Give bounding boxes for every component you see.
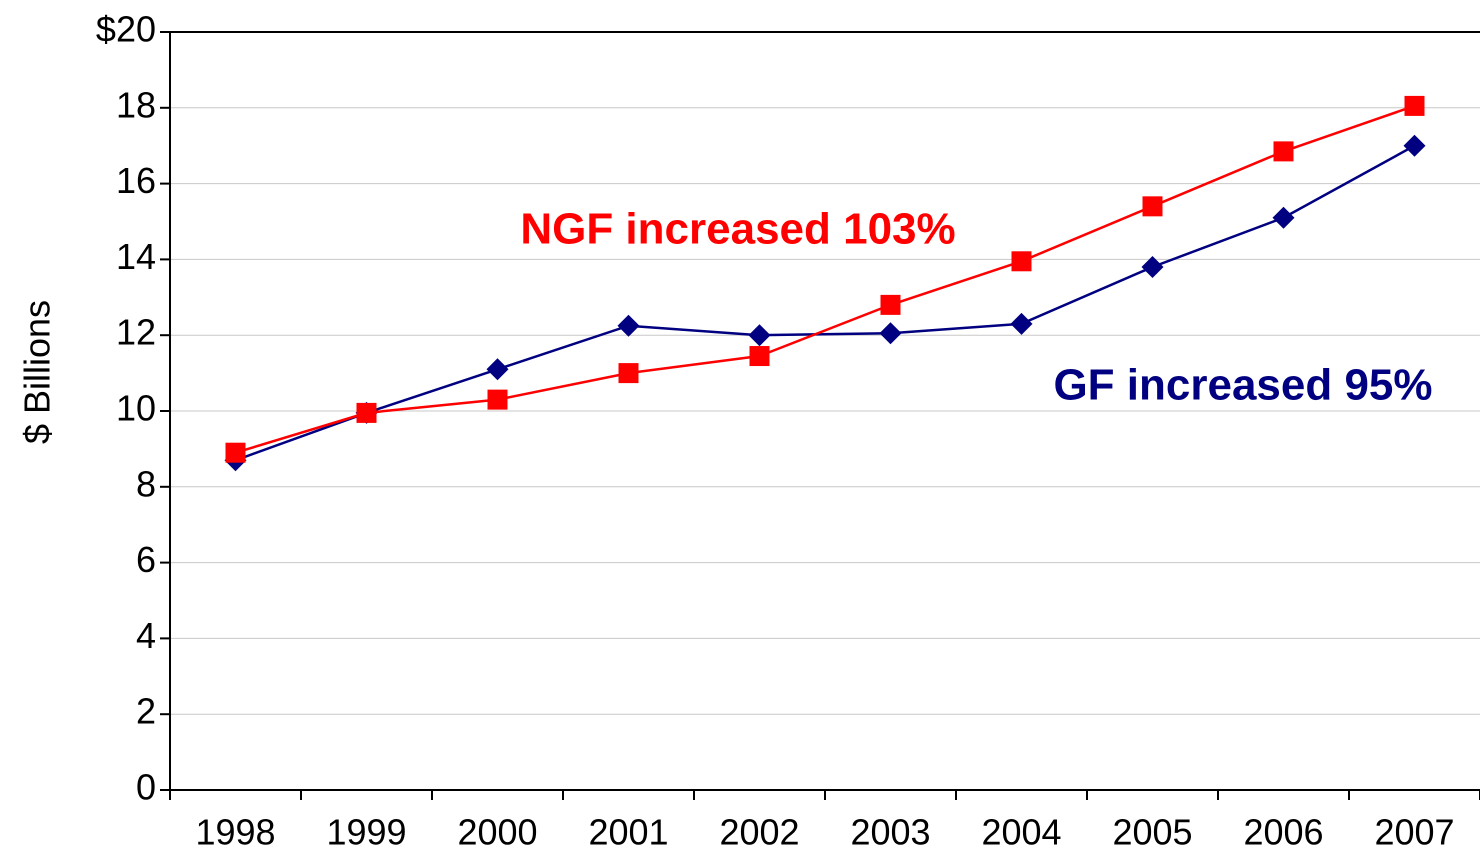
annotation: NGF increased 103% [520,205,955,254]
marker [1404,95,1425,116]
x-tick-label: 2001 [588,812,668,853]
x-tick-label: 2000 [457,812,537,853]
marker [1142,196,1163,217]
x-tick-label: 1998 [195,812,275,853]
x-tick-label: 1999 [326,812,406,853]
series-line [235,104,1415,454]
x-tick-label: 2005 [1112,812,1192,853]
marker [749,346,770,367]
y-tick-label: 4 [136,615,156,656]
x-tick-label: 2006 [1243,812,1323,853]
x-tick-label: 2007 [1374,812,1454,853]
marker [1010,312,1033,335]
marker [617,314,640,337]
x-tick-label: 2002 [719,812,799,853]
y-tick-label: 8 [136,463,156,504]
y-tick-label: 2 [136,691,156,732]
marker [487,389,508,410]
marker [618,363,639,384]
x-tick-label: 2003 [850,812,930,853]
y-tick-label: 14 [116,236,156,277]
y-tick-label: 6 [136,539,156,580]
y-tick-label: 18 [116,84,156,125]
marker [486,358,509,381]
y-tick-label: 0 [136,767,156,808]
x-tick-label: 2004 [981,812,1061,853]
y-tick-label: 16 [116,160,156,201]
y-tick-label: 10 [116,388,156,429]
annotation: GF increased 95% [1053,361,1432,410]
marker [225,442,246,463]
marker [879,322,902,345]
marker [748,324,771,347]
marker [1272,206,1295,229]
y-tick-label: $20 [96,9,156,50]
marker [1141,255,1164,278]
marker [1403,134,1426,157]
y-axis-label: $ Billions [17,300,58,444]
marker [356,402,377,423]
series-line [235,144,1416,462]
y-tick-label: 12 [116,312,156,353]
marker [1011,251,1032,272]
marker [1273,141,1294,162]
marker [880,294,901,315]
